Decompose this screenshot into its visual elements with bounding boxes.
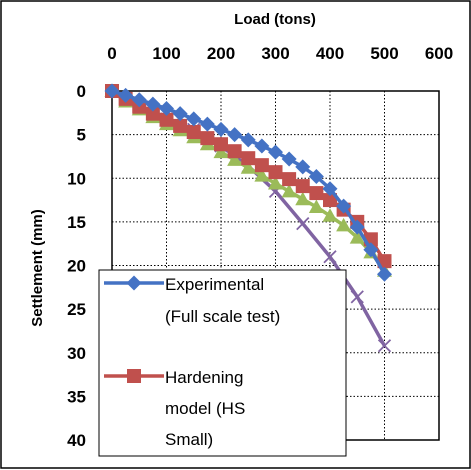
data-point <box>254 168 270 182</box>
legend: Experimental (Full scale test) Hardening mo… <box>98 269 347 457</box>
x-tick-label: 500 <box>370 44 398 63</box>
data-point <box>173 118 188 133</box>
data-point <box>268 144 283 160</box>
data-point <box>296 216 310 231</box>
data-point <box>281 151 297 167</box>
data-point <box>213 144 229 159</box>
data-point <box>186 111 202 127</box>
y-tick-label: 15 <box>67 213 86 232</box>
data-point <box>159 100 174 116</box>
x-tick-label: 100 <box>152 44 180 63</box>
data-point <box>295 191 311 206</box>
data-point <box>131 92 147 108</box>
legend-box <box>98 269 347 457</box>
data-point <box>308 199 324 214</box>
y-tick-label: 30 <box>67 344 86 363</box>
legend-label: Small) <box>165 430 213 449</box>
data-point <box>268 165 283 180</box>
data-point <box>254 138 270 154</box>
legend-label: (Full scale test) <box>165 307 280 326</box>
legend-marker <box>127 369 141 383</box>
data-point <box>281 183 297 198</box>
y-tick-label: 0 <box>77 82 86 101</box>
x-tick-label: 300 <box>261 44 289 63</box>
legend-entry-1: Experimental (Full scale test) <box>104 275 280 326</box>
data-point <box>309 186 324 201</box>
x-axis-title: Load (tons) <box>234 11 316 28</box>
data-point <box>227 152 243 166</box>
data-point <box>336 198 352 214</box>
data-point <box>349 230 365 244</box>
data-point <box>350 290 364 304</box>
series-1 <box>104 83 392 282</box>
y-axis-ticks: 0 5 10 15 20 25 30 35 40 <box>67 82 86 450</box>
x-tick-label: 0 <box>107 44 116 63</box>
data-point <box>240 132 256 148</box>
x-tick-label: 200 <box>207 44 235 63</box>
data-point <box>159 112 174 127</box>
data-point <box>241 151 256 166</box>
y-tick-label: 20 <box>67 257 86 276</box>
data-point <box>200 131 215 146</box>
y-tick-label: 10 <box>67 169 86 188</box>
data-point <box>322 181 338 197</box>
data-point <box>214 137 228 152</box>
data-point <box>145 96 161 112</box>
legend-label: model (HS <box>165 399 245 418</box>
legend-label: Hardening <box>165 368 243 387</box>
data-point <box>104 83 120 99</box>
data-point <box>268 175 283 190</box>
y-tick-label: 40 <box>67 431 86 450</box>
data-point <box>349 219 365 235</box>
data-point <box>323 193 337 208</box>
data-point <box>227 127 243 143</box>
legend-marker <box>126 275 142 291</box>
y-axis-title: Settlement (mm) <box>29 209 46 327</box>
data-point <box>363 242 379 258</box>
legend-label: Experimental <box>165 275 264 294</box>
data-point <box>172 106 188 122</box>
x-axis-ticks: 0 100 200 300 400 500 600 <box>107 44 453 63</box>
data-point <box>308 169 324 185</box>
x-tick-label: 400 <box>316 44 344 63</box>
x-tick-label: 600 <box>425 44 453 63</box>
data-point <box>377 266 392 282</box>
y-tick-label: 25 <box>67 300 86 319</box>
data-point <box>377 339 392 353</box>
legend-entry-2: Hardening model (HS Small) <box>104 368 245 449</box>
data-point <box>227 144 242 159</box>
series-layer <box>104 83 392 353</box>
data-point <box>295 179 310 194</box>
data-point <box>199 116 215 132</box>
y-tick-label: 5 <box>77 126 86 145</box>
data-point <box>186 125 201 140</box>
data-point <box>336 217 352 232</box>
data-point <box>254 158 269 173</box>
data-point <box>118 87 134 103</box>
data-point <box>145 106 160 121</box>
data-point <box>282 172 297 187</box>
data-point <box>322 208 338 222</box>
data-point <box>213 121 229 137</box>
y-tick-label: 35 <box>67 387 86 406</box>
data-point <box>323 250 337 264</box>
data-point <box>240 160 256 174</box>
data-point <box>295 159 311 175</box>
